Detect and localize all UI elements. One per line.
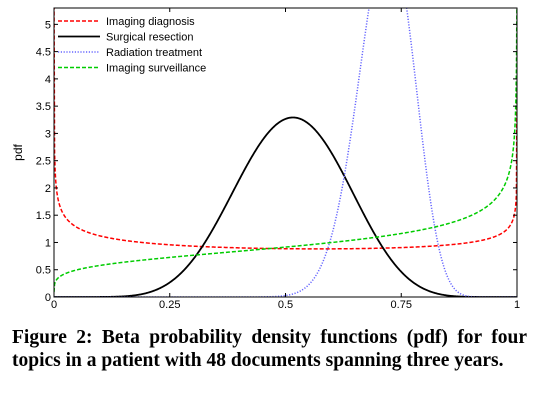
x-tick-label: 0	[51, 299, 57, 310]
y-tick-label: 5	[45, 19, 51, 31]
y-tick-label: 2.5	[36, 156, 51, 168]
x-tick-label: 1	[514, 299, 520, 310]
legend-label-2: Surgical resection	[106, 32, 193, 44]
beta-pdf-chart: 0 0.25 0.5 0.75 1 0 0.5 1 1.5 2 2.5 3 3.5 4 4.5 5 Time pd…	[11, 7, 520, 310]
y-tick-label: 2	[45, 183, 51, 195]
y-axis-label: pdf	[11, 143, 25, 160]
y-tick-label: 3	[45, 128, 51, 140]
series-line-2	[54, 116, 517, 297]
series-line-4	[54, 8, 517, 293]
x-tick-label: 0.5	[278, 299, 293, 310]
series-layer	[54, 8, 517, 297]
axes: 0 0.25 0.5 0.75 1 0 0.5 1 1.5 2 2.5 3 3.5 4 4.5 5 Time pd…	[11, 7, 520, 310]
x-axis-label: Time	[272, 308, 299, 310]
y-tick-label: 4.5	[36, 47, 51, 59]
x-tick-label: 0.25	[159, 299, 180, 310]
y-tick-label: 0	[45, 292, 51, 304]
legend-label-4: Imaging surveillance	[106, 63, 206, 75]
series-line-3	[54, 8, 517, 297]
legend: Imaging diagnosis Surgical resection Radia…	[58, 16, 206, 75]
series-line-1	[54, 8, 517, 250]
y-tick-label: 1	[45, 237, 51, 249]
legend-label-3: Radiation treatment	[106, 47, 202, 59]
legend-label-1: Imaging diagnosis	[106, 16, 195, 28]
y-tick-label: 1.5	[36, 210, 51, 222]
y-tick-label: 3.5	[36, 101, 51, 113]
y-tick-label: 4	[45, 74, 51, 86]
x-tick-label: 0.75	[391, 299, 412, 310]
figure-caption: Figure 2: Beta probability density funct…	[12, 327, 527, 371]
y-tick-label: 0.5	[36, 265, 51, 277]
